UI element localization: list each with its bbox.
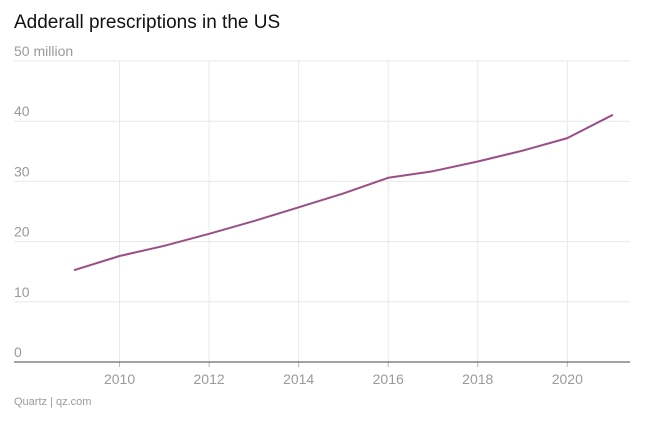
data-point xyxy=(476,160,479,163)
data-point xyxy=(611,114,613,116)
y-tick-label: 10 xyxy=(14,284,30,300)
data-point xyxy=(208,232,210,235)
data-point xyxy=(387,176,390,179)
x-tick-label: 2016 xyxy=(373,371,404,387)
series-layer xyxy=(73,114,614,271)
data-point xyxy=(253,220,255,222)
x-tick-label: 2010 xyxy=(104,371,135,387)
x-tick-label: 2014 xyxy=(283,371,314,387)
y-tick-label: 30 xyxy=(14,163,30,179)
data-point xyxy=(521,149,524,152)
x-tick-label: 2020 xyxy=(552,371,583,387)
data-point xyxy=(566,137,569,139)
axis-layer xyxy=(14,361,630,367)
data-point xyxy=(342,192,345,195)
x-tick-label: 2012 xyxy=(194,371,225,387)
data-point xyxy=(118,255,121,257)
data-point xyxy=(297,206,300,209)
x-tick-label: 2018 xyxy=(462,371,493,387)
data-point xyxy=(163,245,166,247)
y-tick-label: 50 million xyxy=(14,43,73,59)
data-point xyxy=(432,170,434,172)
y-tick-label: 40 xyxy=(14,103,30,119)
tick-layer: 0 10 20 30 40 50 million 2010 2012 2014 2016 2018 2… xyxy=(14,43,583,387)
data-point xyxy=(73,269,76,271)
grid-layer xyxy=(14,60,630,362)
chart-title: Adderall prescriptions in the US xyxy=(14,12,281,33)
y-tick-label: 20 xyxy=(14,224,30,240)
series-line xyxy=(73,114,614,271)
source-credit: Quartz | qz.com xyxy=(14,396,92,408)
y-tick-label: 0 xyxy=(14,344,22,360)
